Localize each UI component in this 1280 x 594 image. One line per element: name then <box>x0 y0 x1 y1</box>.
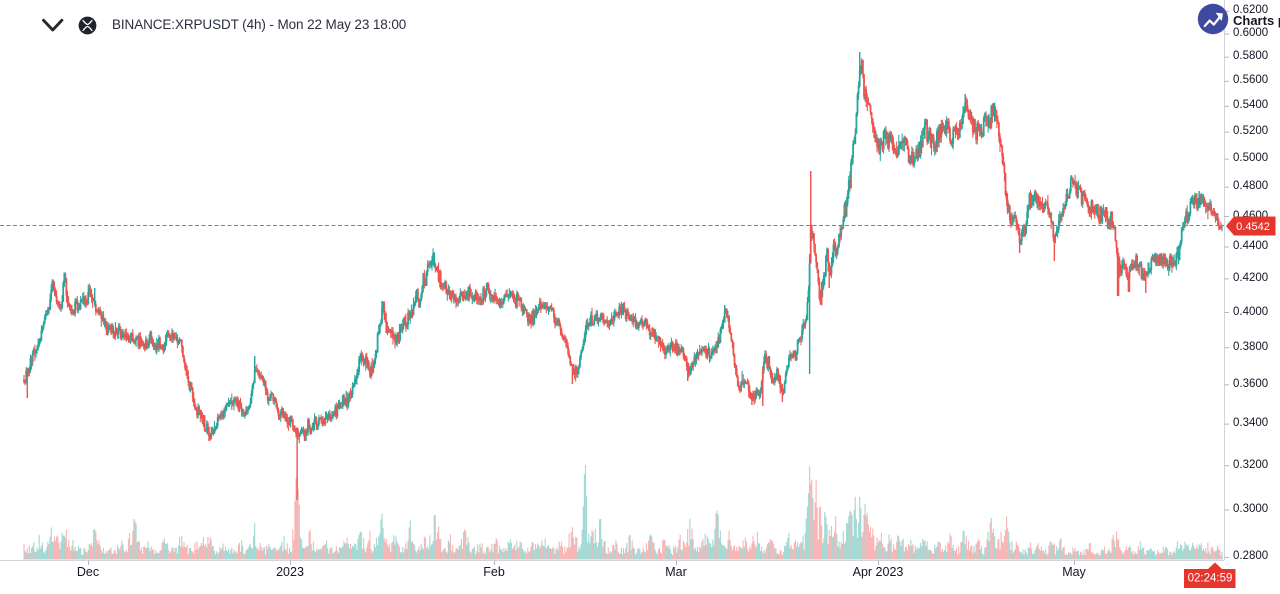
svg-text:0.4542: 0.4542 <box>1236 221 1270 233</box>
svg-text:02:24:59: 02:24:59 <box>1188 573 1233 585</box>
